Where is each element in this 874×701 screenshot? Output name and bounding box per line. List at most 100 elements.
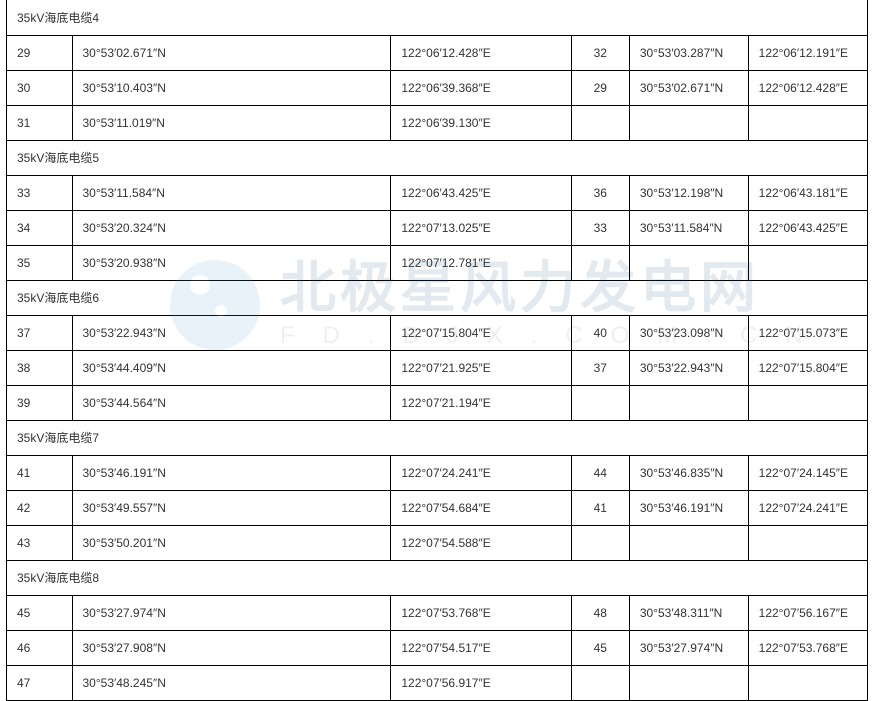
longitude-2: 122°06′12.191″E xyxy=(748,35,867,70)
row-index-2: 32 xyxy=(571,35,629,70)
longitude: 122°07′15.804″E xyxy=(391,315,571,350)
latitude: 30°53′44.564″N xyxy=(72,385,391,420)
section-header: 35kV海底电缆8 xyxy=(7,560,868,595)
row-index-2 xyxy=(571,665,629,700)
latitude-2: 30°53′03.287″N xyxy=(629,35,748,70)
latitude: 30°53′02.671″N xyxy=(72,35,391,70)
row-index-2: 33 xyxy=(571,210,629,245)
latitude: 30°53′49.557″N xyxy=(72,490,391,525)
row-index: 31 xyxy=(7,105,73,140)
row-index-2: 29 xyxy=(571,70,629,105)
row-index: 29 xyxy=(7,35,73,70)
longitude-2: 122°07′56.167″E xyxy=(748,595,867,630)
latitude: 30°53′20.324″N xyxy=(72,210,391,245)
row-index: 42 xyxy=(7,490,73,525)
table-row: 3530°53′20.938″N122°07′12.781″E xyxy=(7,245,868,280)
latitude: 30°53′46.191″N xyxy=(72,455,391,490)
latitude-2: 30°53′48.311″N xyxy=(629,595,748,630)
latitude: 30°53′20.938″N xyxy=(72,245,391,280)
longitude: 122°07′21.925″E xyxy=(391,350,571,385)
table-row: 3330°53′11.584″N122°06′43.425″E3630°53′1… xyxy=(7,175,868,210)
latitude-2: 30°53′12.198″N xyxy=(629,175,748,210)
table-row: 4130°53′46.191″N122°07′24.241″E4430°53′4… xyxy=(7,455,868,490)
longitude-2 xyxy=(748,525,867,560)
longitude: 122°07′54.588″E xyxy=(391,525,571,560)
table-row: 3030°53′10.403″N122°06′39.368″E2930°53′0… xyxy=(7,70,868,105)
row-index-2 xyxy=(571,525,629,560)
row-index: 33 xyxy=(7,175,73,210)
latitude-2: 30°53′22.943″N xyxy=(629,350,748,385)
row-index: 34 xyxy=(7,210,73,245)
latitude-2 xyxy=(629,525,748,560)
row-index-2: 37 xyxy=(571,350,629,385)
table-row: 3130°53′11.019″N122°06′39.130″E xyxy=(7,105,868,140)
longitude-2: 122°07′24.241″E xyxy=(748,490,867,525)
longitude-2 xyxy=(748,385,867,420)
row-index-2: 40 xyxy=(571,315,629,350)
row-index-2: 36 xyxy=(571,175,629,210)
longitude-2: 122°07′15.073″E xyxy=(748,315,867,350)
longitude: 122°07′24.241″E xyxy=(391,455,571,490)
latitude-2 xyxy=(629,385,748,420)
coordinates-table: 35kV海底电缆42930°53′02.671″N122°06′12.428″E… xyxy=(6,0,868,701)
table-row: 4530°53′27.974″N122°07′53.768″E4830°53′4… xyxy=(7,595,868,630)
latitude-2 xyxy=(629,665,748,700)
latitude-2 xyxy=(629,245,748,280)
longitude: 122°06′39.368″E xyxy=(391,70,571,105)
section-header: 35kV海底电缆5 xyxy=(7,140,868,175)
row-index-2: 44 xyxy=(571,455,629,490)
longitude-2: 122°06′43.425″E xyxy=(748,210,867,245)
longitude: 122°07′56.917″E xyxy=(391,665,571,700)
row-index: 35 xyxy=(7,245,73,280)
table-row: 4230°53′49.557″N122°07′54.684″E4130°53′4… xyxy=(7,490,868,525)
latitude: 30°53′11.019″N xyxy=(72,105,391,140)
latitude: 30°53′22.943″N xyxy=(72,315,391,350)
section-header: 35kV海底电缆7 xyxy=(7,420,868,455)
row-index: 39 xyxy=(7,385,73,420)
latitude: 30°53′11.584″N xyxy=(72,175,391,210)
longitude-2: 122°07′24.145″E xyxy=(748,455,867,490)
latitude-2 xyxy=(629,105,748,140)
latitude-2: 30°53′46.191″N xyxy=(629,490,748,525)
row-index: 41 xyxy=(7,455,73,490)
table-row: 3730°53′22.943″N122°07′15.804″E4030°53′2… xyxy=(7,315,868,350)
longitude: 122°07′53.768″E xyxy=(391,595,571,630)
section-header: 35kV海底电缆4 xyxy=(7,0,868,35)
longitude: 122°07′13.025″E xyxy=(391,210,571,245)
longitude: 122°06′12.428″E xyxy=(391,35,571,70)
row-index: 37 xyxy=(7,315,73,350)
table-row: 2930°53′02.671″N122°06′12.428″E3230°53′0… xyxy=(7,35,868,70)
latitude: 30°53′50.201″N xyxy=(72,525,391,560)
row-index: 45 xyxy=(7,595,73,630)
row-index: 43 xyxy=(7,525,73,560)
row-index: 38 xyxy=(7,350,73,385)
longitude-2 xyxy=(748,665,867,700)
longitude: 122°07′12.781″E xyxy=(391,245,571,280)
longitude-2 xyxy=(748,245,867,280)
table-row: 3930°53′44.564″N122°07′21.194″E xyxy=(7,385,868,420)
row-index-2: 48 xyxy=(571,595,629,630)
longitude: 122°07′21.194″E xyxy=(391,385,571,420)
latitude-2: 30°53′11.584″N xyxy=(629,210,748,245)
longitude-2 xyxy=(748,105,867,140)
row-index-2 xyxy=(571,385,629,420)
latitude-2: 30°53′23.098″N xyxy=(629,315,748,350)
longitude-2: 122°07′15.804″E xyxy=(748,350,867,385)
latitude: 30°53′48.245″N xyxy=(72,665,391,700)
row-index: 30 xyxy=(7,70,73,105)
latitude-2: 30°53′46.835″N xyxy=(629,455,748,490)
longitude: 122°06′39.130″E xyxy=(391,105,571,140)
row-index-2 xyxy=(571,245,629,280)
table-row: 3830°53′44.409″N122°07′21.925″E3730°53′2… xyxy=(7,350,868,385)
row-index-2: 41 xyxy=(571,490,629,525)
row-index: 47 xyxy=(7,665,73,700)
table-row: 4330°53′50.201″N122°07′54.588″E xyxy=(7,525,868,560)
table-row: 3430°53′20.324″N122°07′13.025″E3330°53′1… xyxy=(7,210,868,245)
latitude: 30°53′27.974″N xyxy=(72,595,391,630)
row-index-2 xyxy=(571,105,629,140)
latitude: 30°53′44.409″N xyxy=(72,350,391,385)
latitude: 30°53′10.403″N xyxy=(72,70,391,105)
latitude-2: 30°53′02.671″N xyxy=(629,70,748,105)
longitude-2: 122°06′12.428″E xyxy=(748,70,867,105)
longitude: 122°06′43.425″E xyxy=(391,175,571,210)
